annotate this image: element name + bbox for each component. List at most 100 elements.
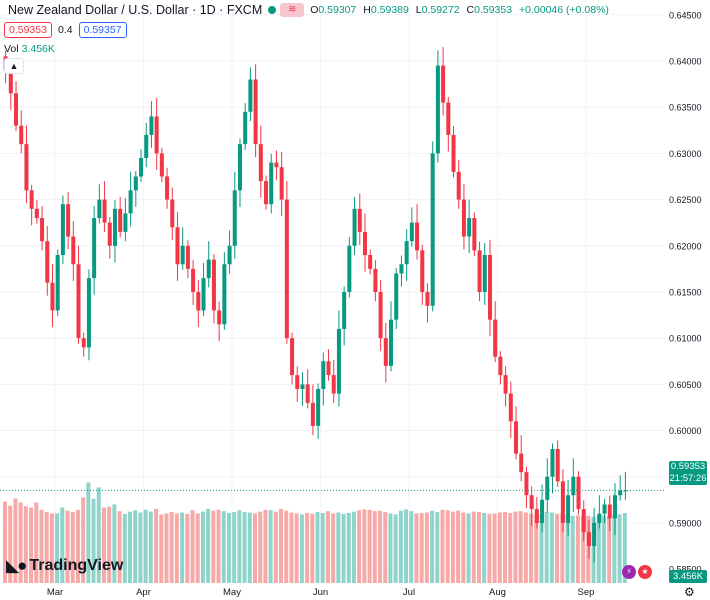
candle-body	[139, 157, 144, 177]
candle-body	[222, 264, 227, 325]
volume-bar	[65, 510, 70, 583]
price-tick-label: 0.62000	[669, 241, 702, 251]
symbol-title[interactable]: New Zealand Dollar / U.S. Dollar · 1D · …	[8, 3, 263, 17]
close-value: 0.59353	[474, 4, 513, 16]
us-flag-icon[interactable]: ★	[638, 565, 652, 579]
volume-bar	[331, 513, 336, 583]
volume-bar	[336, 512, 341, 583]
candle-body	[165, 176, 170, 200]
volume-bar	[232, 512, 237, 583]
volume-bar	[117, 511, 122, 583]
candle-body	[446, 102, 451, 135]
volume-bar	[404, 509, 409, 583]
volume-bar	[617, 514, 622, 583]
candle-body	[175, 227, 180, 265]
volume-bar	[185, 513, 190, 583]
volume-bar	[268, 510, 273, 583]
volume-bar	[320, 513, 325, 583]
dividend-flash-icon[interactable]: ⚡	[622, 565, 636, 579]
volume-bar	[612, 515, 617, 583]
volume-bar	[49, 513, 54, 583]
candle-body	[305, 384, 310, 403]
volume-bar	[596, 515, 601, 583]
volume-bar	[450, 511, 455, 583]
volume-bar	[565, 514, 570, 583]
candle-body	[487, 255, 492, 320]
candle-body	[576, 476, 581, 510]
candle-body	[201, 278, 206, 311]
chart-area[interactable]	[0, 0, 665, 583]
candle-body	[55, 255, 60, 311]
volume-bar	[523, 512, 528, 583]
volume-bar	[143, 509, 148, 583]
volume-bar	[601, 515, 606, 583]
candle-body	[451, 134, 456, 172]
candle-body	[112, 208, 117, 246]
candle-body	[24, 144, 29, 191]
spread-value: 0.4	[57, 24, 73, 36]
volume-bar	[508, 513, 513, 583]
volume-bar	[393, 514, 398, 583]
volume-bar	[570, 515, 575, 583]
settings-gear-icon[interactable]: ⚙	[684, 585, 695, 599]
volume-bar	[216, 509, 221, 583]
candle-body	[264, 181, 269, 205]
volume-bar	[258, 511, 263, 583]
low-value: 0.59272	[421, 4, 460, 16]
volume-bar	[372, 511, 377, 583]
last-price-tag: 0.59353 21:57:26	[669, 461, 707, 485]
ohlc-values: O0.59307 H0.59389 L0.59272 C0.59353 +0.0…	[310, 4, 613, 16]
candle-body	[118, 208, 123, 232]
candle-body	[34, 208, 39, 219]
candle-body	[159, 153, 164, 177]
time-axis-labels: MarAprMayJunJulAugSepOct	[47, 587, 682, 598]
candle-body	[508, 393, 513, 422]
candle-body	[29, 190, 34, 209]
collapse-legend-button[interactable]: ▲	[4, 58, 24, 74]
candle-body	[389, 319, 394, 366]
volume-bar	[315, 512, 320, 583]
time-axis[interactable]: MarAprMayJunJulAugSepOct	[0, 583, 682, 600]
volume-bar	[487, 513, 492, 583]
sell-price-button[interactable]: 0.59353	[4, 22, 52, 38]
price-tick-label: 0.63000	[669, 149, 702, 159]
volume-bar	[195, 513, 200, 583]
volume-bar	[497, 512, 502, 583]
volume-bar	[164, 513, 169, 583]
candle-body	[404, 241, 409, 265]
buy-price-button[interactable]: 0.59357	[78, 22, 127, 38]
candle-body	[284, 199, 289, 339]
volume-bar	[591, 516, 596, 583]
candle-body	[170, 199, 175, 228]
price-chart[interactable]	[0, 0, 665, 583]
volume-bar	[539, 513, 544, 583]
candle-body	[144, 134, 149, 158]
volume-value: 3.456K	[21, 43, 55, 55]
volume-bar	[560, 513, 565, 583]
tradingview-logo[interactable]: ◣● TradingView	[6, 556, 123, 576]
volume-bar	[341, 513, 346, 583]
volume-bar	[211, 510, 216, 583]
candle-body	[467, 218, 472, 237]
compare-icon[interactable]: ≋	[280, 3, 305, 17]
candle-body	[461, 199, 466, 237]
candle-body	[430, 153, 435, 306]
volume-bar	[466, 513, 471, 583]
volume-bar	[23, 506, 28, 583]
volume-bar	[284, 510, 289, 583]
volume-legend: Vol 3.456K	[4, 43, 55, 55]
volume-bar	[107, 506, 112, 583]
volume-bar	[346, 513, 351, 583]
candle-body	[310, 402, 315, 426]
candle-body	[248, 79, 253, 112]
candle-body	[45, 241, 50, 283]
time-tick-label: Mar	[47, 587, 63, 598]
volume-bar	[513, 511, 518, 583]
price-axis[interactable]: 0.64500 0.64000 0.63500 0.63000 0.62500 0.620…	[665, 0, 710, 600]
candle-body	[196, 291, 201, 311]
volume-bar	[435, 512, 440, 583]
volume-bar	[575, 515, 580, 583]
volume-bar	[544, 512, 549, 583]
volume-bar	[476, 512, 481, 583]
last-price-value: 0.59353	[670, 461, 706, 472]
